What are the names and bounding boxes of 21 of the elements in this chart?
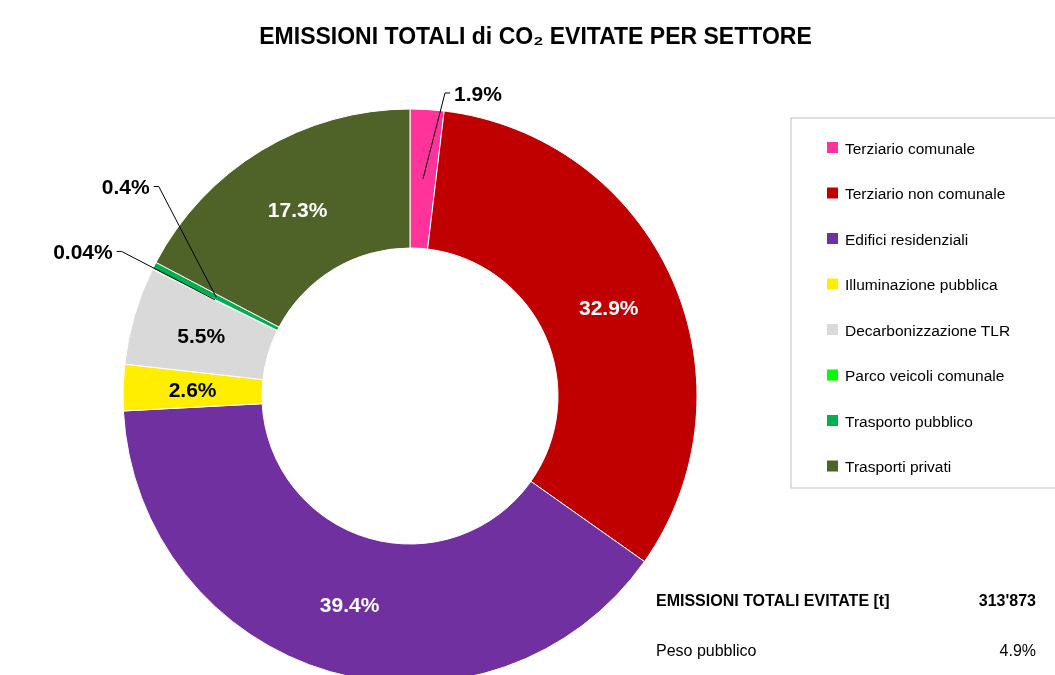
- data-label: 0.4%: [101, 174, 151, 198]
- legend-label: Parco veicoli comunale: [845, 367, 1005, 384]
- legend-label: Illuminazione pubblica: [845, 276, 998, 293]
- data-label: 32.9%: [578, 296, 639, 320]
- data-label: 5.5%: [177, 323, 226, 347]
- chart-title: EMISSIONI TOTALI di CO₂ EVITATE PER SETTORE: [259, 23, 812, 49]
- data-label: 0.04%: [53, 239, 114, 263]
- text: 313'873: [978, 591, 1037, 609]
- legend-label: Decarbonizzazione TLR: [845, 321, 1011, 339]
- legend-label: Edifici residenziali: [845, 230, 969, 248]
- legend-label: Terziario non comunale: [845, 185, 1006, 202]
- legend-label: Trasporto pubblico: [845, 412, 973, 430]
- legend-label: Trasporti privati: [845, 458, 952, 475]
- data-label: 17.3%: [267, 198, 328, 222]
- text: 4.9%: [999, 641, 1036, 659]
- data-label: 1.9%: [454, 81, 503, 105]
- data-label: 2.6%: [168, 378, 217, 402]
- text: EMISSIONI TOTALI EVITATE [t]: [656, 591, 890, 609]
- data-label: 39.4%: [319, 593, 380, 617]
- legend-label: Terziario comunale: [845, 139, 976, 157]
- text: Peso pubblico: [656, 641, 757, 659]
